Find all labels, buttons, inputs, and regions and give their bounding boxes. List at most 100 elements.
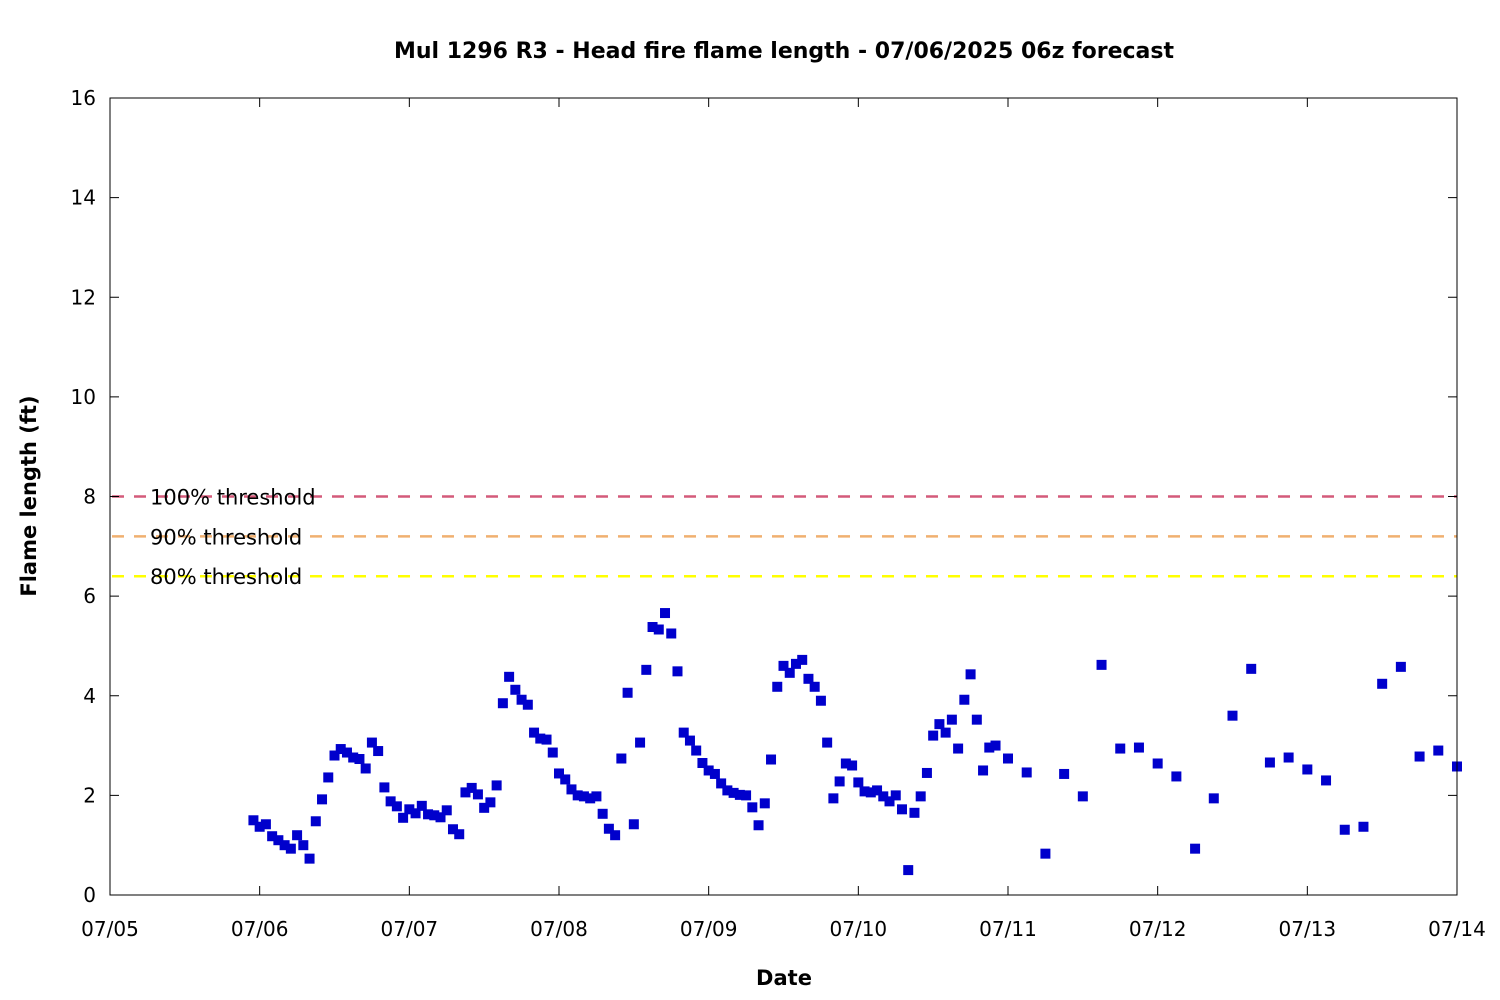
x-tick-label: 07/14 [1428,917,1486,941]
data-point [772,681,783,692]
data-point [541,734,552,745]
data-point [990,740,1001,751]
data-point [753,820,764,831]
data-point [697,757,708,768]
data-point [678,727,689,738]
data-point [279,840,290,851]
y-tick-label: 8 [83,485,96,509]
data-point [354,754,365,765]
data-point [591,791,602,802]
y-tick-label: 6 [83,584,96,608]
data-point [472,789,483,800]
data-point [1096,659,1107,670]
data-point [572,790,583,801]
legend-entry: 80% threshold [150,565,302,589]
y-axis-ticks: 0 2 4 6 8 10 12 14 16 [71,86,1457,907]
data-point [578,791,589,802]
y-axis-label: Flame length (ft) [17,395,41,596]
data-point [603,823,614,834]
data-point [554,768,564,779]
data-point [410,808,421,819]
data-point [622,687,633,698]
x-axis-ticks: 07/05 07/06 07/07 07/08 07/09 07/10 07/11 07/12… [81,98,1486,941]
data-point [672,666,683,677]
data-point [1171,771,1182,782]
data-point [896,804,907,815]
data-point [1208,793,1219,804]
data-point [635,737,646,748]
data-point [416,800,427,811]
y-tick-label: 14 [71,186,96,210]
data-point [1414,751,1425,762]
data-point [928,730,939,741]
data-point [1377,678,1388,689]
data-point [423,809,434,820]
data-point [391,801,402,812]
y-tick-label: 10 [71,385,96,409]
data-point [529,727,540,738]
y-tick-label: 2 [83,783,96,807]
data-point [317,794,328,805]
data-point [890,790,901,801]
data-point [616,753,627,764]
data-point [585,793,596,804]
data-point [497,698,508,709]
legend: 100% threshold 90% threshold 80% threshold [150,486,316,590]
data-point [366,737,377,748]
chart-title: Mul 1296 R3 - Head fire flame length - 0… [394,39,1175,64]
data-point [491,780,502,791]
data-point [921,767,932,778]
data-point [872,785,883,796]
data-point [460,787,471,798]
data-point [915,791,926,802]
threshold-lines [112,495,1457,578]
x-tick-label: 07/10 [830,917,888,941]
y-tick-label: 0 [83,883,96,907]
data-point [1115,743,1126,754]
data-point [597,808,608,819]
data-point [1021,767,1032,778]
data-point [691,745,702,756]
data-point [1190,843,1201,854]
data-point [728,787,739,798]
data-point [903,865,914,876]
data-point [828,793,839,804]
data-points [248,608,1462,876]
data-point [709,768,720,779]
data-point [566,784,577,795]
data-point [323,772,334,783]
x-axis-label: Date [756,966,812,990]
data-point [454,829,465,840]
data-point [628,819,639,830]
data-point [747,802,758,813]
data-point [329,750,340,761]
legend-entry: 100% threshold [150,486,316,510]
data-point [684,735,695,746]
data-point [834,776,845,787]
data-point [803,673,814,684]
data-point [254,821,265,832]
data-point [853,777,864,788]
data-point [653,624,664,635]
data-point [310,816,321,827]
data-point [535,733,546,744]
data-point [298,840,309,851]
data-point [1339,824,1350,835]
data-point [341,747,352,758]
data-point [984,742,995,753]
data-point [822,737,833,748]
data-point [304,853,315,864]
x-tick-label: 07/12 [1129,917,1187,941]
data-point [1133,742,1144,753]
data-point [360,763,371,774]
data-point [965,669,976,680]
data-point [522,699,533,710]
data-point [429,810,440,821]
x-tick-label: 07/11 [979,917,1037,941]
data-point [778,660,789,671]
data-point [248,815,259,826]
data-point [273,835,284,846]
y-tick-label: 16 [71,86,96,110]
data-point [610,830,621,841]
y-tick-label: 12 [71,285,96,309]
